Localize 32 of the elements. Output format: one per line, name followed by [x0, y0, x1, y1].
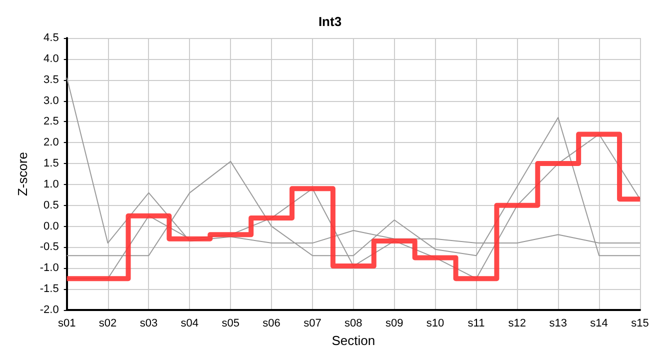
x-tick-label: s06 [262, 318, 280, 330]
x-tick-label: s05 [222, 318, 240, 330]
y-axis-title: Z-score [15, 152, 30, 196]
x-tick-label: s12 [508, 318, 526, 330]
x-tick-label: s02 [98, 318, 117, 330]
x-tick-label: s15 [631, 318, 649, 330]
y-tick-label: 4.5 [44, 32, 59, 44]
y-tick-label: 0.5 [44, 199, 59, 212]
y-tick-label: 3.0 [44, 94, 59, 107]
x-axis-title: Section [332, 332, 376, 348]
y-tick-label: 0.0 [44, 220, 59, 232]
y-tick-label: -0.5 [40, 241, 59, 254]
y-tick-label: -2.0 [40, 304, 59, 316]
x-tick-label: s01 [58, 318, 76, 330]
y-tick-label: 1.5 [44, 158, 59, 170]
x-tick-label: s09 [385, 318, 404, 330]
x-tick-label: s03 [140, 318, 158, 330]
y-tick-label: 1.0 [44, 178, 59, 190]
y-tick-label: 2.0 [44, 136, 59, 149]
chart-title: Int3 [318, 14, 342, 29]
y-tick-label: 3.5 [44, 74, 59, 86]
y-tick-label: 2.5 [44, 116, 59, 128]
y-tick-label: -1.5 [40, 283, 59, 296]
x-tick-label: s13 [549, 318, 567, 330]
y-tick-label: 4.0 [44, 52, 59, 65]
x-tick-label: s11 [468, 318, 485, 330]
x-tick-label: s10 [426, 318, 444, 330]
x-tick-label: s08 [344, 318, 362, 330]
x-tick-label: s14 [590, 318, 608, 330]
y-tick-label: -1.0 [40, 262, 59, 274]
x-tick-label: s04 [180, 318, 199, 330]
x-tick-label: s07 [304, 318, 322, 330]
